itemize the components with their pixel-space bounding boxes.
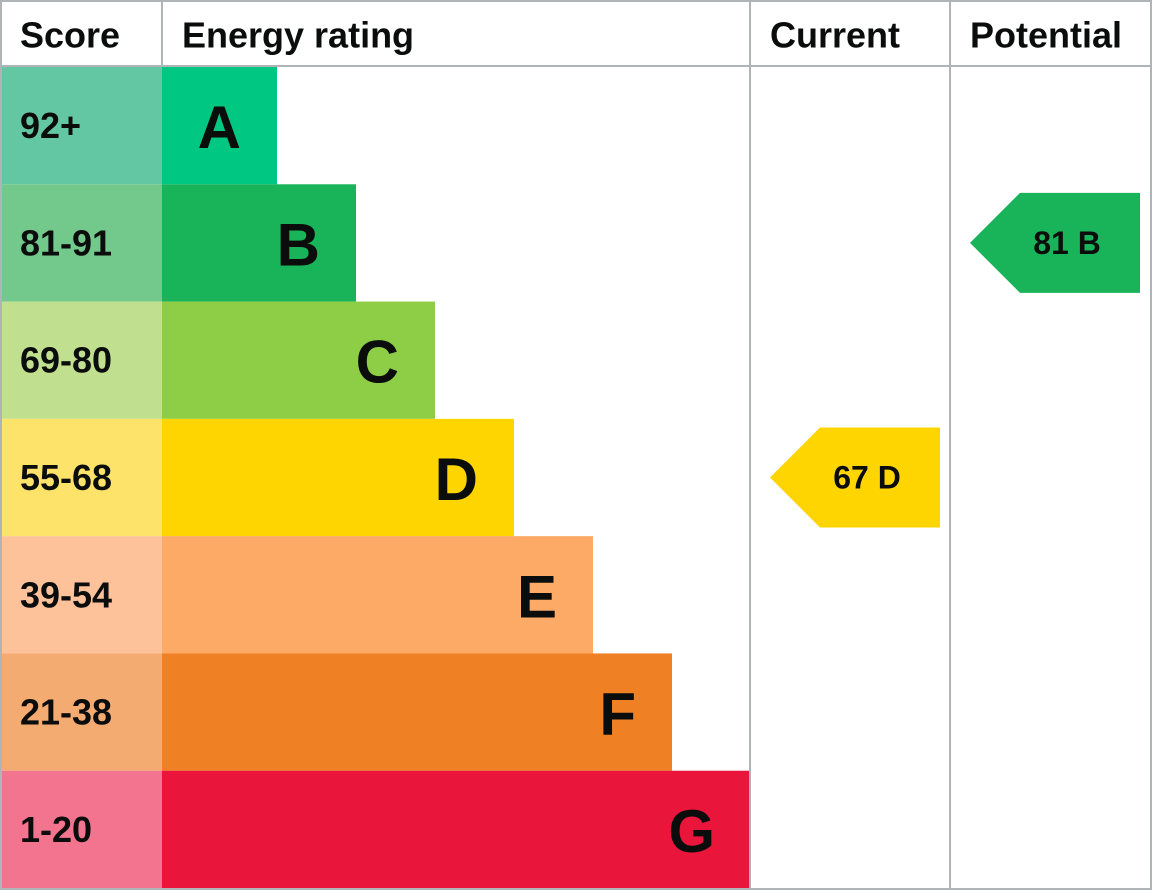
header-score: Score xyxy=(20,15,120,56)
score-label: 92+ xyxy=(20,105,81,146)
potential-rating: B xyxy=(1078,225,1101,261)
score-label: 21-38 xyxy=(20,692,112,733)
rating-letter: G xyxy=(668,798,715,865)
current-arrow xyxy=(770,427,940,528)
header-potential: Potential xyxy=(970,15,1122,56)
header-current: Current xyxy=(770,15,900,56)
score-label: 55-68 xyxy=(20,457,112,498)
score-cell xyxy=(1,536,162,654)
rating-bar xyxy=(162,653,672,771)
score-cell xyxy=(1,770,162,888)
rating-letter: F xyxy=(599,681,636,748)
rating-letter: A xyxy=(198,94,241,161)
score-label: 1-20 xyxy=(20,809,92,850)
potential-arrow xyxy=(970,192,1140,293)
rating-bar xyxy=(162,536,593,654)
score-cell xyxy=(1,67,162,185)
current-score: 67 xyxy=(833,460,869,496)
potential-label: 81 B xyxy=(1033,225,1101,261)
rating-letter: D xyxy=(435,446,478,513)
rating-bar xyxy=(162,770,751,888)
rating-bar xyxy=(162,301,435,419)
header-energy-rating: Energy rating xyxy=(182,15,414,56)
rating-bar xyxy=(162,184,356,302)
potential-score: 81 xyxy=(1033,225,1069,261)
rating-bar xyxy=(162,418,514,537)
rating-letter: B xyxy=(277,211,320,278)
current-label: 67 D xyxy=(833,460,901,496)
score-cell xyxy=(1,184,162,302)
score-cell xyxy=(1,301,162,419)
rating-bar xyxy=(162,67,277,185)
score-cell xyxy=(1,418,162,537)
current-rating: D xyxy=(878,460,901,496)
score-label: 69-80 xyxy=(20,340,112,381)
score-label: 81-91 xyxy=(20,222,112,263)
rating-letter: C xyxy=(356,329,399,396)
rating-letter: E xyxy=(517,563,557,630)
score-cell xyxy=(1,653,162,771)
score-label: 39-54 xyxy=(20,574,112,615)
